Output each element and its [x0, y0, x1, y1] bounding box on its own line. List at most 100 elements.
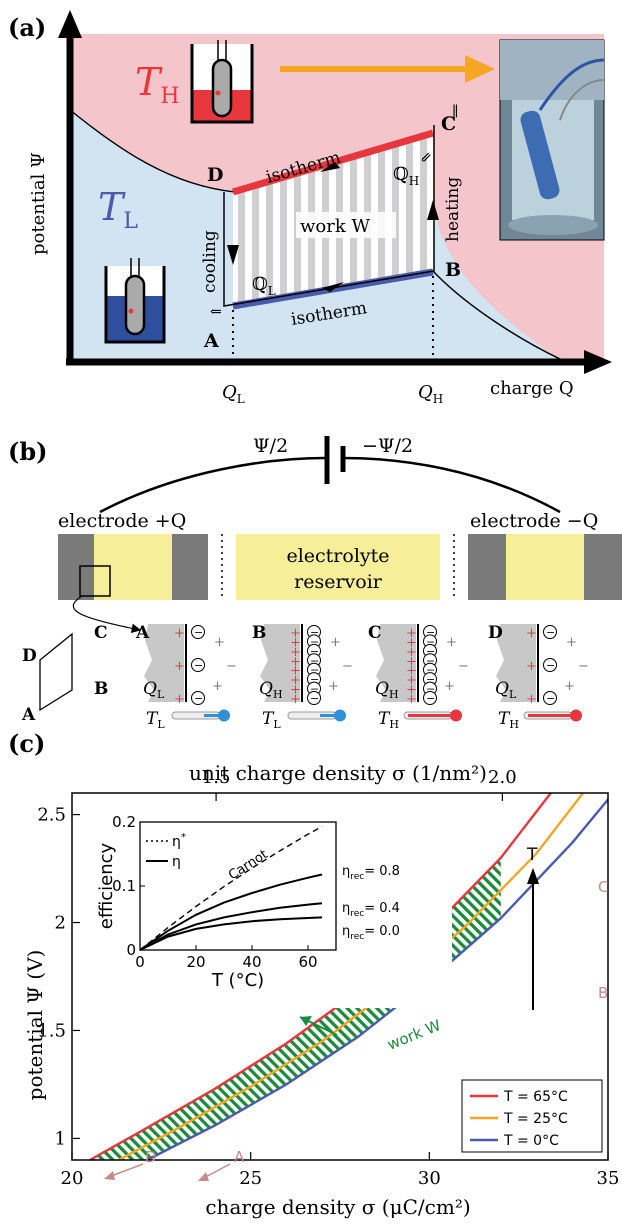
free-ion: −	[458, 659, 469, 674]
thermometer-bulb	[450, 709, 462, 722]
inset-series-line	[139, 902, 323, 951]
plus-charge: +	[174, 626, 185, 641]
electrode-left-pore	[94, 534, 172, 600]
state-temp-label: TH	[498, 709, 519, 731]
thermometer-fill	[408, 714, 452, 717]
plus-charge: +	[290, 654, 301, 669]
plus-charge: +	[526, 659, 537, 674]
t-arrow-label: T	[526, 845, 538, 865]
battery-right-label: −Ψ/2	[362, 435, 413, 457]
plus-charge: +	[406, 664, 417, 679]
state-corner-label: B	[252, 623, 266, 643]
isotherm-hot	[232, 129, 434, 196]
free-ion: +	[328, 679, 339, 694]
thermometer-fill	[528, 714, 572, 717]
plus-charge: +	[290, 673, 301, 688]
plus-charge: +	[290, 683, 301, 698]
electrode-left-metal-2	[172, 534, 208, 600]
free-ion: +	[444, 679, 455, 694]
inset-background	[80, 808, 452, 1008]
heat-arrow-out: ⇐	[210, 304, 222, 320]
plus-charge: +	[526, 626, 537, 641]
y-axis-label: potential Ψ	[28, 152, 49, 255]
mini-b: B	[94, 679, 108, 699]
counter-ion-sign: −	[310, 645, 319, 658]
mini-a: A	[21, 705, 36, 725]
heat-arrow-in: ⇙	[420, 150, 432, 166]
y-axis-label-c: potential Ψ (V)	[23, 950, 47, 1101]
experiment-photo	[499, 39, 605, 241]
counter-ion-sign: −	[426, 673, 435, 686]
plus-charge: +	[406, 645, 417, 660]
counter-ion-sign: −	[546, 626, 555, 639]
free-ion: −	[226, 659, 237, 674]
t-arrowhead	[527, 868, 539, 884]
zoom-box	[79, 565, 111, 597]
inset-series-line	[139, 916, 323, 951]
counter-ion-sign: −	[426, 654, 435, 667]
plus-charge: +	[406, 626, 417, 641]
counter-ion-sign: −	[426, 683, 435, 696]
counter-ion	[191, 625, 205, 639]
thermometer-bulb	[334, 709, 346, 722]
legend: T = 65°C T = 25°C T = 0°C	[461, 1079, 603, 1153]
x-axis-label: charge Q	[490, 378, 574, 399]
counter-ion	[543, 625, 557, 639]
mini-c: C	[94, 623, 108, 643]
panel-a: (a) potential Ψ charge Q TH TL D C	[8, 10, 612, 406]
heat-arrow-c: ∥	[452, 104, 458, 120]
plus-charge: +	[290, 692, 301, 707]
arrow-cool	[227, 245, 239, 265]
inset-y-tick-label: 0	[126, 941, 136, 959]
tick-ql: QL	[222, 382, 245, 406]
free-ion: +	[566, 635, 577, 650]
legend-label: T = 25°C	[503, 1111, 568, 1127]
counter-ion-sign: −	[194, 659, 203, 672]
panel-b-label: (b)	[8, 437, 48, 466]
plot-frame	[71, 792, 609, 1161]
beaker-cold-icon	[104, 258, 166, 344]
work-arrowhead-c	[300, 1016, 312, 1026]
series-line	[146, 798, 609, 1162]
corner-b-c: B	[598, 984, 608, 1002]
counter-ion-sign: −	[310, 635, 319, 648]
arrow-heat	[427, 200, 439, 220]
electrode-right-metal-2	[584, 534, 622, 600]
arrow-cold	[322, 282, 344, 292]
counter-ion	[307, 691, 321, 705]
legend-label: T = 0°C	[503, 1133, 559, 1149]
inset-legend-label: η	[172, 854, 181, 870]
electrode-right-label: electrode −Q	[470, 510, 598, 532]
mini-d: D	[22, 646, 37, 666]
main-plot: 20 25 30 35 1.5 2.0 1 1.5 2 2.5	[37, 767, 619, 1189]
electrode-right-pore	[506, 534, 584, 600]
coexistence-line-left	[69, 109, 236, 193]
panel-a-label: (a)	[8, 13, 46, 42]
state-corner-label: D	[488, 623, 503, 643]
free-ion: −	[578, 659, 589, 674]
series-line	[117, 792, 584, 1162]
x-tick-label: 30	[418, 1168, 441, 1189]
counter-ion-sign: −	[426, 645, 435, 658]
free-ion: +	[446, 635, 457, 650]
y-tick-label: 1	[55, 1128, 66, 1149]
counter-ion-sign: −	[310, 664, 319, 677]
inset-x-tick-label: 0	[135, 953, 145, 971]
counter-ion-sign: −	[426, 664, 435, 677]
inset-series-line	[139, 873, 323, 951]
state-corner-label: C	[368, 623, 382, 643]
free-ion: +	[214, 635, 225, 650]
free-ion: +	[212, 679, 223, 694]
wire-left	[99, 456, 326, 514]
series-line	[89, 792, 552, 1162]
plus-charge: +	[174, 659, 185, 674]
counter-ion	[423, 691, 437, 705]
inset-y-tick-label: 0.1	[112, 877, 136, 895]
y-tick-label: 1.5	[37, 1020, 66, 1041]
thermometer-bulb	[570, 709, 582, 722]
free-ion: −	[342, 659, 353, 674]
plus-charge: +	[406, 692, 417, 707]
arrowhead-a-c	[198, 1172, 209, 1181]
